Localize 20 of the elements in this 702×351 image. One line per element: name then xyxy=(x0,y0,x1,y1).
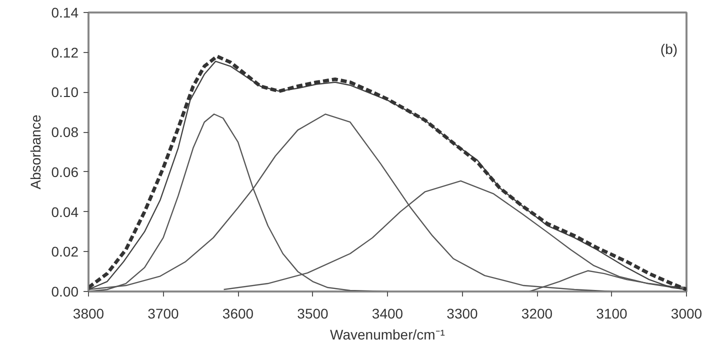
y-tick-label: 0.06 xyxy=(51,164,79,180)
y-tick-label: 0.08 xyxy=(51,124,79,140)
x-tick-label: 3600 xyxy=(222,306,254,322)
y-tick-label: 0.02 xyxy=(51,244,79,260)
y-tick-label: 0.04 xyxy=(51,204,79,220)
x-tick-label: 3500 xyxy=(297,306,329,322)
y-axis-title: Absorbance xyxy=(27,114,44,190)
y-tick-label: 0.10 xyxy=(51,84,79,100)
y-tick-label: 0.14 xyxy=(51,4,79,20)
x-tick-label: 3400 xyxy=(372,306,404,322)
x-tick-label: 3300 xyxy=(446,306,478,322)
x-axis-title: Wavenumber/cm⁻¹ xyxy=(330,326,446,342)
x-tick-label: 3000 xyxy=(670,306,702,322)
x-tick-label: 3800 xyxy=(72,306,104,322)
annotation: (b) xyxy=(660,41,678,58)
y-tick-label: 0.00 xyxy=(51,284,79,300)
x-tick-label: 3700 xyxy=(148,306,180,322)
x-tick-label: 3200 xyxy=(521,306,553,322)
x-tick-label: 3100 xyxy=(596,306,628,322)
y-tick-label: 0.12 xyxy=(51,44,79,60)
